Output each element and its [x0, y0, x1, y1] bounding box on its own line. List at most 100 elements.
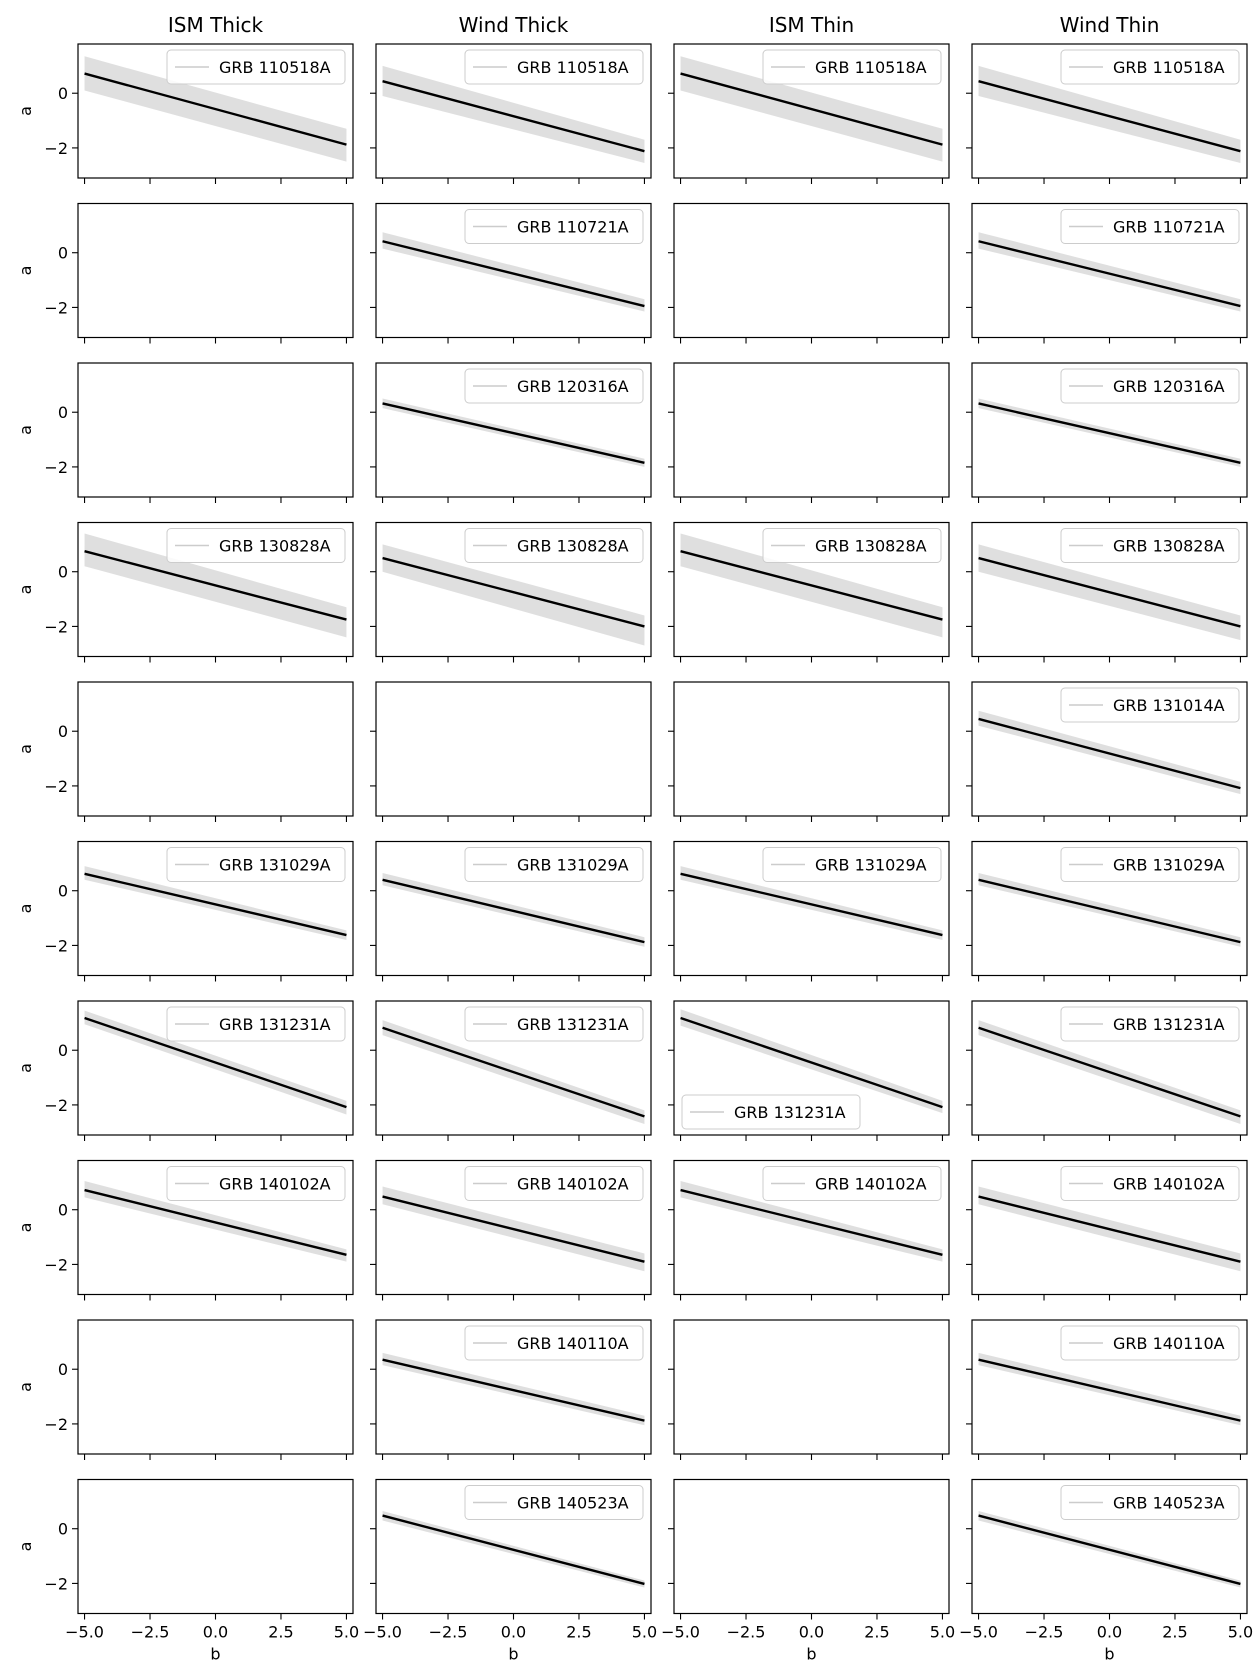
y-axis-label: a — [16, 1382, 35, 1392]
legend: GRB 131014A — [1060, 687, 1240, 723]
x-tick-label: −2.5 — [429, 1623, 468, 1642]
fit-line — [978, 80, 1241, 153]
legend-box — [1060, 209, 1240, 244]
fit-line — [680, 550, 943, 621]
legend-label: GRB 110518A — [219, 58, 331, 77]
fit-line — [84, 550, 347, 621]
y-tick-label: 0 — [58, 722, 68, 741]
legend-label: GRB 130828A — [517, 537, 629, 556]
legend-label: GRB 131231A — [1113, 1015, 1225, 1034]
y-tick-label: 0 — [58, 1520, 68, 1539]
x-tick-label: 5.0 — [1228, 1623, 1253, 1642]
credible-band — [680, 1009, 943, 1114]
legend-box — [1060, 49, 1240, 85]
legend-box — [464, 1325, 644, 1361]
legend-label: GRB 120316A — [1113, 377, 1225, 396]
axes-frame — [77, 202, 354, 339]
legend-label: GRB 130828A — [1113, 537, 1225, 556]
legend: GRB 131231A — [1060, 1006, 1240, 1042]
x-tick-label: 0.0 — [203, 1623, 228, 1642]
subplot: GRB 130828A 0 −2 a — [16, 521, 354, 663]
legend-box — [464, 209, 644, 244]
legend: GRB 110518A — [762, 49, 942, 85]
legend: GRB 131029A — [166, 847, 346, 882]
subplot: GRB 131029A — [668, 840, 950, 982]
x-tick-label: −5.0 — [65, 1623, 104, 1642]
subplot: GRB 131029A — [966, 840, 1248, 982]
y-tick-label: 0 — [58, 244, 68, 263]
y-tick-label: −2 — [44, 936, 68, 955]
legend-box — [464, 368, 644, 404]
fit-line — [84, 1188, 347, 1257]
legend: GRB 110518A — [166, 49, 346, 85]
subplot: GRB 131231A — [668, 1000, 950, 1141]
axes-frame — [673, 202, 950, 339]
credible-band — [382, 232, 645, 312]
x-tick-label: 2.5 — [268, 1623, 293, 1642]
legend-label: GRB 110721A — [517, 218, 629, 237]
legend: GRB 131029A — [762, 847, 942, 882]
x-tick-label: −2.5 — [1025, 1623, 1064, 1642]
legend-box — [464, 1006, 644, 1042]
subplot — [668, 681, 950, 822]
fit-line — [382, 1195, 645, 1263]
legend-label: GRB 131029A — [815, 856, 927, 875]
x-axis-label: b — [806, 1645, 816, 1664]
legend-box — [1060, 368, 1240, 404]
y-axis-label: a — [16, 106, 35, 116]
fit-line — [382, 240, 645, 308]
x-tick-label: 0.0 — [501, 1623, 526, 1642]
subplot: GRB 131029A 0 −2 a — [16, 840, 354, 982]
subplot — [668, 362, 950, 503]
subplot: GRB 140523A −5.0 −2.5 0.0 2.5 5.0 b — [363, 1478, 657, 1664]
x-tick-label: 2.5 — [864, 1623, 889, 1642]
x-tick-label: −2.5 — [131, 1623, 170, 1642]
legend: GRB 140523A — [464, 1485, 644, 1520]
axes-frame — [77, 1319, 354, 1455]
legend-box — [1060, 528, 1240, 563]
fit-line — [382, 80, 645, 153]
x-axis-label: b — [1104, 1645, 1114, 1664]
fit-line — [978, 1514, 1241, 1586]
subplot: GRB 110518A 0 −2 a — [16, 43, 354, 184]
legend-box — [166, 528, 346, 563]
legend-box — [464, 1166, 644, 1201]
fit-line — [978, 556, 1241, 628]
legend-box — [1060, 687, 1240, 723]
y-tick-label: −2 — [44, 777, 68, 796]
fit-line — [680, 872, 943, 937]
subplot: GRB 131231A — [370, 1000, 652, 1141]
fit-line — [978, 878, 1241, 944]
subplot: GRB 120316A — [966, 362, 1248, 503]
subplot: GRB 130828A — [370, 521, 652, 663]
fit-line — [680, 1016, 943, 1109]
legend: GRB 131029A — [1060, 847, 1240, 882]
subplot: GRB 140102A — [370, 1159, 652, 1301]
fit-line — [84, 872, 347, 937]
legend: GRB 130828A — [762, 528, 942, 563]
legend: GRB 131029A — [464, 847, 644, 882]
legend-box — [762, 1166, 942, 1201]
column-title: Wind Thin — [1060, 13, 1160, 37]
fit-line — [382, 1026, 645, 1118]
legend-box — [166, 49, 346, 85]
y-axis-label: a — [16, 904, 35, 914]
fit-line — [680, 1188, 943, 1257]
subplot: GRB 140102A — [668, 1159, 950, 1301]
y-axis-label: a — [16, 585, 35, 595]
legend: GRB 120316A — [1060, 368, 1240, 404]
legend-box — [166, 1166, 346, 1201]
fit-line — [978, 1358, 1241, 1422]
subplot: GRB 131029A — [370, 840, 652, 982]
subplot: 0 −2 a — [16, 362, 354, 503]
credible-band — [382, 65, 645, 163]
fit-line — [382, 1514, 645, 1586]
axes-frame — [77, 362, 354, 498]
legend: GRB 140102A — [1060, 1166, 1240, 1201]
legend: GRB 110721A — [464, 209, 644, 244]
x-tick-label: 0.0 — [1097, 1623, 1122, 1642]
legend-label: GRB 131231A — [219, 1015, 331, 1034]
fit-line — [382, 1358, 645, 1422]
fit-line — [978, 717, 1241, 790]
legend: GRB 140102A — [166, 1166, 346, 1201]
